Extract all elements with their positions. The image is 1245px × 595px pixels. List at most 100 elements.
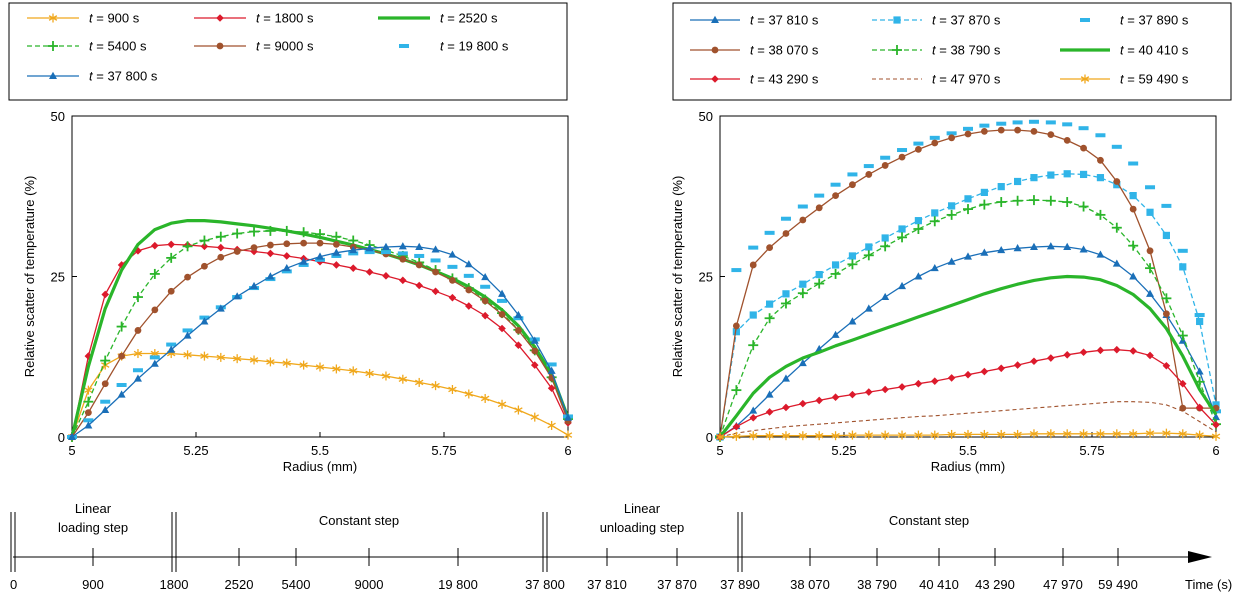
asterisk-marker-stroke — [266, 359, 275, 365]
data-point — [399, 255, 407, 263]
data-point — [898, 153, 906, 161]
data-point — [149, 355, 160, 360]
asterisk-marker-stroke — [497, 401, 507, 408]
diamond-marker — [151, 241, 159, 250]
legend-item: t = 37 810 s — [690, 13, 819, 28]
triangle-marker — [1112, 259, 1121, 267]
data-point — [1212, 421, 1220, 429]
legend-label: t = 43 290 s — [750, 72, 819, 87]
data-point — [848, 390, 857, 399]
data-point — [799, 280, 807, 288]
asterisk-marker-stroke — [547, 422, 556, 429]
dash-marker — [1080, 18, 1090, 22]
asterisk-marker-stroke — [963, 431, 973, 438]
data-point — [332, 261, 341, 269]
circle-marker — [118, 352, 125, 360]
data-point — [749, 431, 758, 441]
diamond-marker — [250, 247, 258, 256]
triangle-marker — [266, 272, 275, 280]
circle-marker — [217, 253, 225, 261]
square-marker — [1047, 171, 1055, 179]
dash-marker — [348, 251, 359, 256]
asterisk-marker-stroke — [365, 370, 374, 377]
triangle-marker — [564, 413, 572, 421]
data-point — [415, 261, 423, 269]
time-tick-label: 59 490 — [1098, 577, 1138, 592]
circle-marker — [915, 145, 922, 153]
data-point — [1146, 247, 1154, 255]
time-tick-label: 37 810 — [587, 577, 627, 592]
data-point — [1079, 170, 1088, 179]
time-tick-label: 19 800 — [438, 577, 478, 592]
legend-item: t = 37 890 s — [1080, 13, 1189, 28]
data-point — [448, 293, 457, 302]
triangle-marker — [200, 317, 209, 325]
data-point — [1128, 429, 1138, 439]
data-point — [799, 216, 807, 224]
legend-item: t = 1800 s — [194, 11, 314, 26]
series-line — [71, 245, 569, 438]
data-point — [881, 292, 890, 301]
data-point — [166, 342, 177, 347]
data-point — [1079, 245, 1088, 253]
data-point — [365, 268, 374, 276]
data-point — [814, 431, 824, 441]
diamond-marker — [997, 364, 1006, 373]
data-point — [167, 287, 175, 295]
data-point — [1046, 429, 1056, 439]
data-point — [217, 243, 225, 252]
diamond-marker — [365, 268, 374, 276]
data-point — [184, 273, 191, 281]
data-point — [331, 253, 342, 258]
data-point — [1013, 361, 1022, 369]
data-point — [1162, 231, 1170, 240]
data-point — [1095, 209, 1106, 220]
data-point — [266, 249, 275, 258]
asterisk-marker-stroke — [1046, 430, 1056, 437]
data-point — [1128, 161, 1139, 166]
square-marker — [749, 311, 757, 319]
series — [716, 126, 1220, 441]
x-tick-label: 5.75 — [1079, 443, 1104, 458]
data-point — [117, 390, 126, 398]
data-point — [996, 121, 1007, 126]
legend-label-var: t — [89, 69, 94, 84]
dash-marker — [166, 342, 177, 347]
asterisk-marker-stroke — [980, 431, 989, 438]
dash-marker — [1194, 313, 1205, 318]
data-point — [765, 408, 774, 416]
dash-marker — [380, 250, 391, 255]
triangle-marker — [831, 330, 840, 338]
circle-marker — [233, 248, 241, 255]
dash-marker — [182, 328, 193, 333]
data-point — [1080, 74, 1090, 84]
time-tick-label: 47 970 — [1043, 577, 1083, 592]
data-point — [250, 244, 258, 252]
dash-marker — [364, 250, 375, 255]
data-point — [83, 396, 94, 407]
data-point — [399, 44, 409, 48]
asterisk-marker-stroke — [1112, 430, 1122, 437]
triangle-marker — [1195, 367, 1204, 375]
data-point — [893, 16, 901, 24]
series-line — [719, 245, 1217, 438]
data-point — [931, 209, 939, 217]
asterisk-marker-stroke — [332, 366, 341, 372]
data-point — [84, 385, 93, 395]
triangle-marker — [216, 304, 225, 312]
circle-marker — [732, 322, 740, 330]
legend-item: t = 5400 s — [27, 39, 147, 54]
data-point — [929, 135, 940, 140]
x-tick-label: 6 — [564, 443, 571, 458]
legend-item: t = 37 800 s — [27, 69, 158, 84]
diamond-marker — [1030, 357, 1038, 366]
data-point — [199, 235, 210, 246]
circle-marker — [432, 268, 439, 276]
asterisk-marker-stroke — [282, 360, 291, 366]
circle-marker — [1047, 131, 1055, 139]
circle-marker — [201, 262, 208, 270]
circle-marker — [1179, 404, 1187, 412]
triangle-marker — [1129, 272, 1138, 280]
asterisk-marker-stroke — [84, 387, 93, 393]
